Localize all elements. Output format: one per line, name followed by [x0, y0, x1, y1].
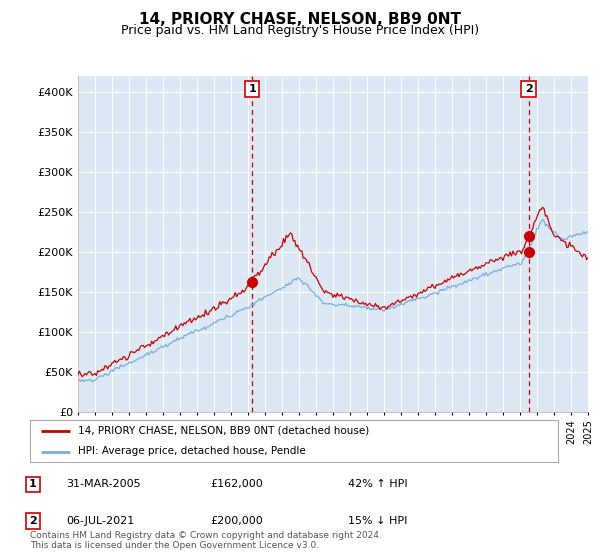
Text: 1: 1	[29, 479, 37, 489]
Text: 14, PRIORY CHASE, NELSON, BB9 0NT (detached house): 14, PRIORY CHASE, NELSON, BB9 0NT (detac…	[77, 426, 369, 436]
Text: 15% ↓ HPI: 15% ↓ HPI	[348, 516, 407, 526]
Text: £200,000: £200,000	[210, 516, 263, 526]
Text: 2: 2	[29, 516, 37, 526]
Text: Contains HM Land Registry data © Crown copyright and database right 2024.
This d: Contains HM Land Registry data © Crown c…	[30, 530, 382, 550]
Text: 1: 1	[248, 84, 256, 94]
Text: 2: 2	[524, 84, 532, 94]
Text: Price paid vs. HM Land Registry's House Price Index (HPI): Price paid vs. HM Land Registry's House …	[121, 24, 479, 36]
Text: 06-JUL-2021: 06-JUL-2021	[66, 516, 134, 526]
Text: HPI: Average price, detached house, Pendle: HPI: Average price, detached house, Pend…	[77, 446, 305, 456]
Text: £162,000: £162,000	[210, 479, 263, 489]
Text: 14, PRIORY CHASE, NELSON, BB9 0NT: 14, PRIORY CHASE, NELSON, BB9 0NT	[139, 12, 461, 27]
Text: 42% ↑ HPI: 42% ↑ HPI	[348, 479, 407, 489]
Text: 31-MAR-2005: 31-MAR-2005	[66, 479, 140, 489]
